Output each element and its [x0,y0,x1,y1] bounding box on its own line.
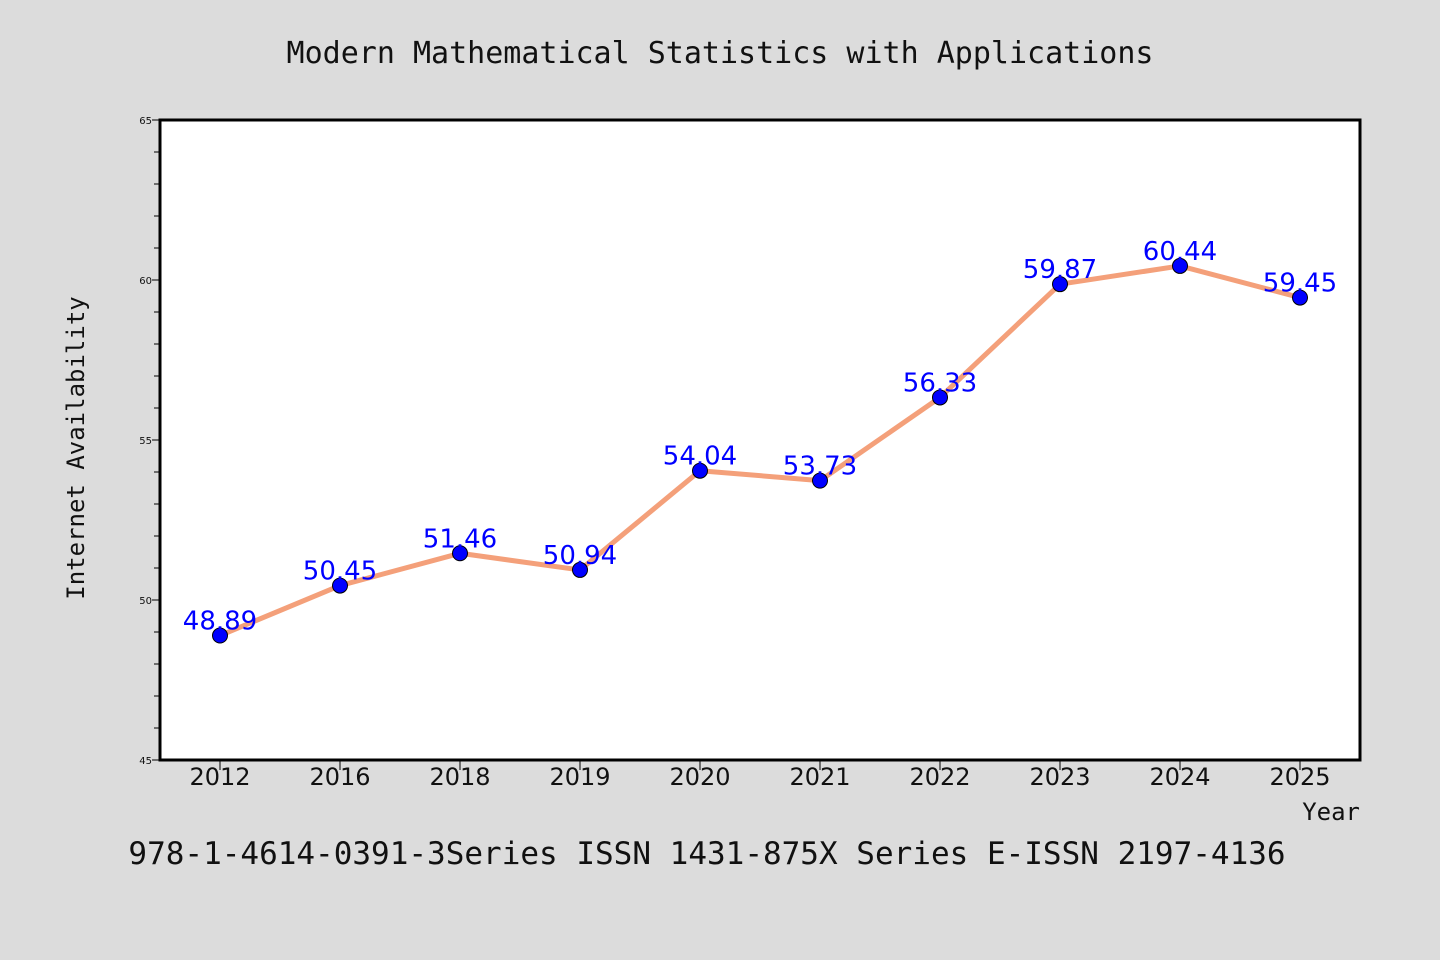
x-tick-label: 2024 [1149,763,1210,791]
data-point [692,462,708,479]
x-tick-label: 2022 [909,763,970,791]
data-label: 53.73 [783,452,857,482]
y-tick-label: 45 [139,756,152,767]
data-point [332,577,348,594]
data-point [1172,257,1188,274]
plot-frame [158,118,1362,762]
x-tick-label: 2016 [309,763,370,791]
data-label: 50.94 [543,541,617,571]
data-point [212,627,228,644]
data-point [812,472,828,489]
x-tick-label: 2020 [669,763,730,791]
data-label: 54.04 [663,442,737,472]
y-tick-label: 55 [139,436,152,447]
series-line [217,263,1303,639]
x-tick-label: 2012 [189,763,250,791]
data-label: 60.44 [1143,237,1217,267]
footer-text: 978-1-4614-0391-3Series ISSN 1431-875X S… [128,836,1285,872]
data-point [1292,289,1308,306]
x-tick-label: 2025 [1269,763,1330,791]
x-tick-label: 2019 [549,763,610,791]
data-labels: 48.89 50.45 51.46 50.94 54.04 53.73 56.33 59.87… [183,237,1337,637]
x-tick-label: 2023 [1029,763,1090,791]
y-tick-label: 50 [139,596,152,607]
data-label: 48.89 [183,607,257,637]
chart-title: Modern Mathematical Statistics with Appl… [287,36,1154,71]
data-label: 50.45 [303,557,377,587]
data-label: 59.87 [1023,255,1097,285]
data-label: 56.33 [903,368,977,398]
data-point [1052,276,1068,293]
data-label: 59.45 [1263,269,1337,299]
data-label: 51.46 [423,524,497,554]
x-axis-label: Year [1302,798,1360,826]
y-tick-label: 65 [139,116,152,127]
y-axis-label: Internet Availability [62,296,90,599]
x-tick-label: 2021 [789,763,850,791]
y-axis-ticks: 45 50 55 60 65 [139,116,160,767]
plot-area [160,120,1360,760]
y-tick-label: 60 [139,276,152,287]
x-tick-label: 2018 [429,763,490,791]
data-points [212,257,1308,644]
data-point [452,545,468,562]
x-axis-ticks: 2012 2016 2018 2019 2020 2021 2022 2023 2024 2025 [189,760,1331,791]
data-point [932,389,948,406]
data-point [572,561,588,578]
